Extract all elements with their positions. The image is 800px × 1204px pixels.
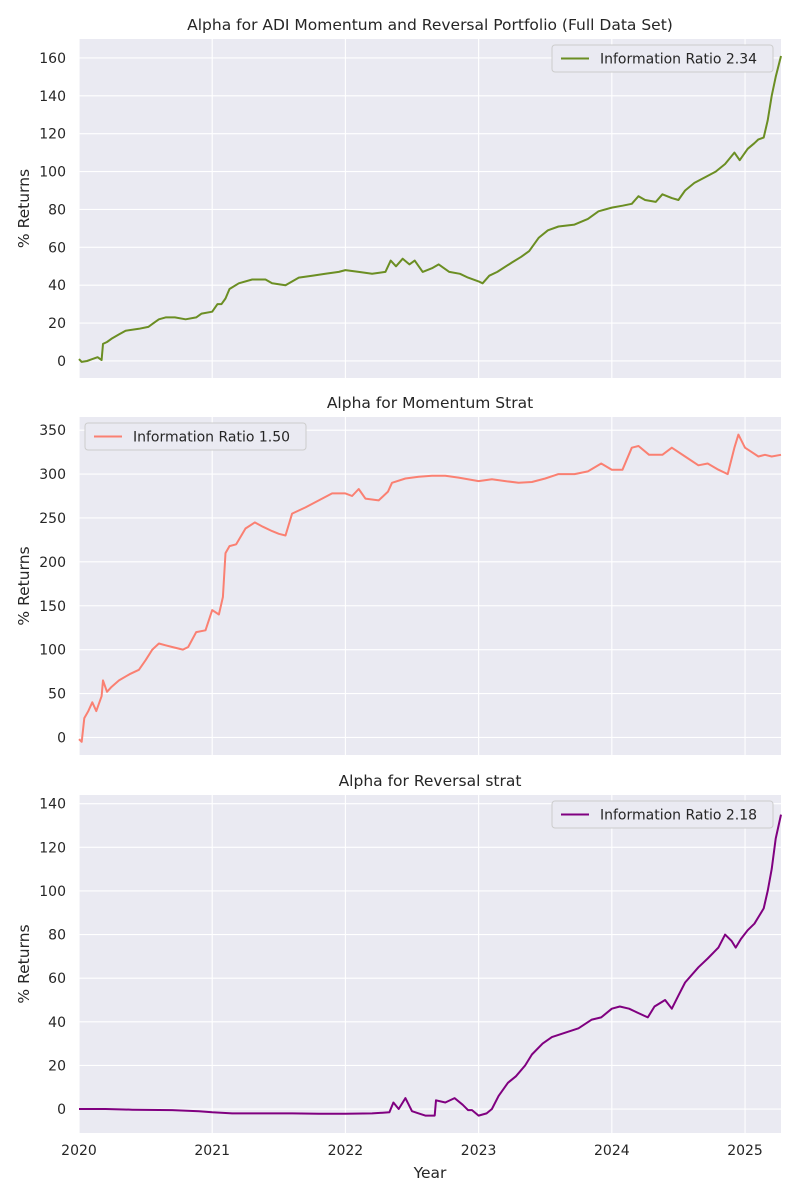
y-tick-label: 120 xyxy=(39,840,66,856)
y-tick-label: 40 xyxy=(48,1015,66,1031)
chart-title: Alpha for Momentum Strat xyxy=(327,394,533,412)
chart-title: Alpha for ADI Momentum and Reversal Port… xyxy=(187,16,673,34)
y-tick-label: 160 xyxy=(39,51,66,67)
y-tick-label: 0 xyxy=(57,730,66,746)
y-tick-label: 80 xyxy=(48,928,66,944)
legend: Information Ratio 2.18 xyxy=(551,800,774,829)
legend-box xyxy=(551,44,774,73)
x-axis-label: Year xyxy=(413,1164,447,1182)
y-tick-label: 60 xyxy=(48,971,66,987)
x-tick-label: 2020 xyxy=(61,1143,97,1159)
plot-area xyxy=(79,417,781,755)
x-tick-label: 2024 xyxy=(594,1143,630,1159)
legend-box xyxy=(84,422,307,451)
y-axis-label: % Returns xyxy=(15,924,33,1003)
y-tick-label: 50 xyxy=(48,687,66,703)
y-tick-label: 200 xyxy=(39,555,66,571)
y-tick-label: 100 xyxy=(39,884,66,900)
y-tick-label: 350 xyxy=(39,423,66,439)
y-tick-label: 20 xyxy=(48,1058,66,1074)
series-line-1 xyxy=(78,433,782,743)
y-tick-label: 140 xyxy=(39,797,66,813)
y-tick-label: 20 xyxy=(48,316,66,332)
y-tick-label: 140 xyxy=(39,89,66,105)
y-tick-label: 120 xyxy=(39,127,66,143)
legend: Information Ratio 2.34 xyxy=(551,44,774,73)
y-tick-label: 0 xyxy=(57,354,66,370)
y-tick-label: 100 xyxy=(39,165,66,181)
x-tick-label: 2025 xyxy=(727,1143,763,1159)
y-axis-label: % Returns xyxy=(15,546,33,625)
legend-box xyxy=(551,800,774,829)
plot-area xyxy=(79,39,781,378)
chart-panel-1: 0 20 40 60 80 100 120 140 160 Alpha for ADI Momen… xyxy=(15,16,782,378)
y-axis-label: % Returns xyxy=(15,169,33,248)
y-tick-label: 0 xyxy=(57,1102,66,1118)
chart-panel-3: 0 20 40 60 80 100 120 140 Alpha for Reversal str… xyxy=(15,772,782,1133)
chart-title: Alpha for Reversal strat xyxy=(339,772,522,790)
legend-label: Information Ratio 2.34 xyxy=(600,52,757,68)
series-line-1 xyxy=(78,55,782,363)
series-line-1 xyxy=(79,814,782,1117)
y-tick-label: 100 xyxy=(39,643,66,659)
legend-label: Information Ratio 1.50 xyxy=(133,430,290,446)
x-tick-label: 2022 xyxy=(328,1143,364,1159)
y-tick-label: 250 xyxy=(39,511,66,527)
x-tick-label: 2023 xyxy=(461,1143,497,1159)
y-tick-label: 300 xyxy=(39,467,66,483)
x-tick-label: 2021 xyxy=(194,1143,230,1159)
plot-area xyxy=(79,795,781,1133)
chart-panel-2: 0 50 100 150 200 250 300 350 Alpha for Momentum … xyxy=(15,394,782,755)
legend-label: Information Ratio 2.18 xyxy=(600,808,757,824)
y-tick-label: 80 xyxy=(48,202,66,218)
legend: Information Ratio 1.50 xyxy=(84,422,307,451)
y-tick-label: 150 xyxy=(39,599,66,615)
y-tick-label: 40 xyxy=(48,278,66,294)
y-tick-label: 60 xyxy=(48,240,66,256)
